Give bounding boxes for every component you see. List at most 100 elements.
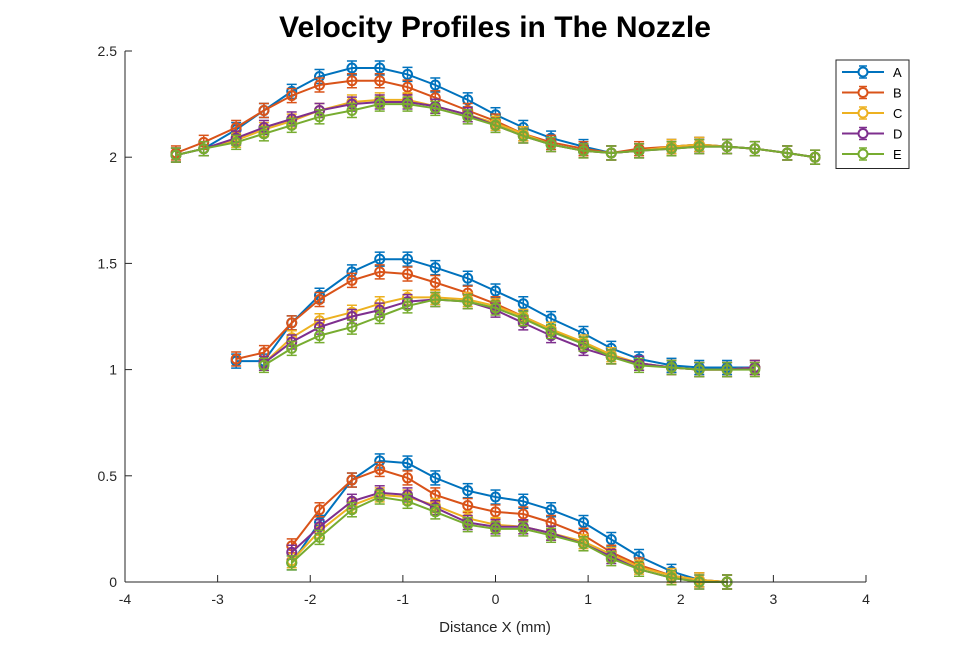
marker	[429, 277, 441, 289]
marker	[286, 119, 298, 131]
data-point	[490, 300, 501, 316]
marker	[346, 104, 358, 116]
marker	[693, 364, 705, 376]
data-point	[286, 87, 298, 104]
legend-label: D	[893, 127, 902, 142]
data-point	[577, 536, 589, 552]
marker	[346, 75, 358, 87]
data-point	[781, 145, 793, 161]
marker	[490, 302, 501, 314]
data-point	[633, 561, 645, 578]
data-point	[230, 134, 242, 151]
marker	[402, 98, 414, 110]
data-point	[314, 109, 326, 125]
marker	[374, 266, 386, 278]
marker	[346, 474, 358, 486]
legend-marker	[857, 66, 869, 78]
marker	[693, 141, 705, 153]
marker	[258, 128, 270, 140]
data-point	[490, 117, 501, 134]
legend-label: E	[893, 147, 902, 162]
series-layer	[170, 60, 821, 590]
marker	[429, 102, 441, 114]
series-b-line-3	[290, 468, 728, 583]
marker	[429, 472, 441, 484]
marker	[462, 500, 474, 512]
marker	[429, 79, 441, 91]
data-point	[605, 550, 617, 567]
marker	[374, 75, 386, 87]
marker	[402, 472, 414, 484]
legend-marker	[857, 107, 869, 119]
marker	[545, 325, 557, 337]
marker	[462, 272, 474, 284]
marker	[402, 268, 414, 280]
data-point	[286, 340, 298, 357]
data-point	[346, 102, 358, 119]
data-point	[258, 102, 270, 119]
marker	[462, 296, 474, 308]
data-point	[258, 357, 270, 374]
x-tick-label: -2	[304, 591, 317, 607]
marker	[490, 506, 501, 518]
data-point	[605, 349, 617, 365]
legend-box	[835, 59, 910, 169]
marker	[490, 285, 501, 297]
data-point	[429, 259, 441, 276]
marker	[605, 534, 617, 546]
data-point	[490, 521, 501, 537]
legend-marker	[857, 128, 869, 139]
marker	[314, 111, 326, 123]
data-point	[286, 117, 298, 134]
marker	[286, 317, 298, 329]
x-tick-label: 3	[769, 591, 777, 607]
data-point	[429, 470, 441, 486]
marker	[781, 147, 793, 159]
data-point	[374, 72, 386, 89]
marker	[230, 353, 242, 365]
data-point	[633, 357, 645, 374]
y-tick-label: 2.5	[98, 43, 118, 59]
data-point	[346, 272, 358, 289]
marker	[346, 504, 358, 516]
data-point	[374, 461, 386, 478]
marker	[374, 253, 386, 265]
data-point	[749, 361, 761, 378]
data-point	[490, 489, 501, 505]
marker	[577, 538, 589, 550]
marker	[374, 98, 386, 110]
data-point	[633, 143, 645, 159]
marker	[314, 531, 326, 543]
data-point	[577, 514, 589, 531]
data-point	[809, 149, 821, 165]
legend-item-e: E	[842, 147, 902, 162]
marker	[517, 130, 529, 142]
legend-marker	[857, 148, 869, 160]
data-point	[517, 128, 529, 144]
data-point	[346, 502, 358, 518]
marker	[462, 519, 474, 531]
data-point	[517, 521, 529, 537]
marker	[314, 330, 326, 342]
data-point	[258, 126, 270, 142]
y-tick-label: 0	[109, 574, 117, 590]
legend-label: C	[893, 106, 902, 121]
marker	[402, 300, 414, 312]
marker	[402, 253, 414, 265]
marker	[346, 62, 358, 74]
data-point	[286, 555, 298, 571]
marker	[374, 463, 386, 475]
marker	[374, 62, 386, 74]
data-point	[693, 361, 705, 378]
data-point	[314, 291, 326, 308]
data-point	[374, 489, 386, 505]
data-point	[314, 502, 326, 518]
x-axis-label: Distance X (mm)	[439, 619, 551, 636]
marker	[462, 111, 474, 123]
marker	[665, 143, 677, 155]
data-point	[665, 359, 677, 376]
marker	[198, 143, 210, 155]
marker	[374, 311, 386, 322]
data-point	[693, 138, 705, 155]
marker	[517, 508, 529, 520]
